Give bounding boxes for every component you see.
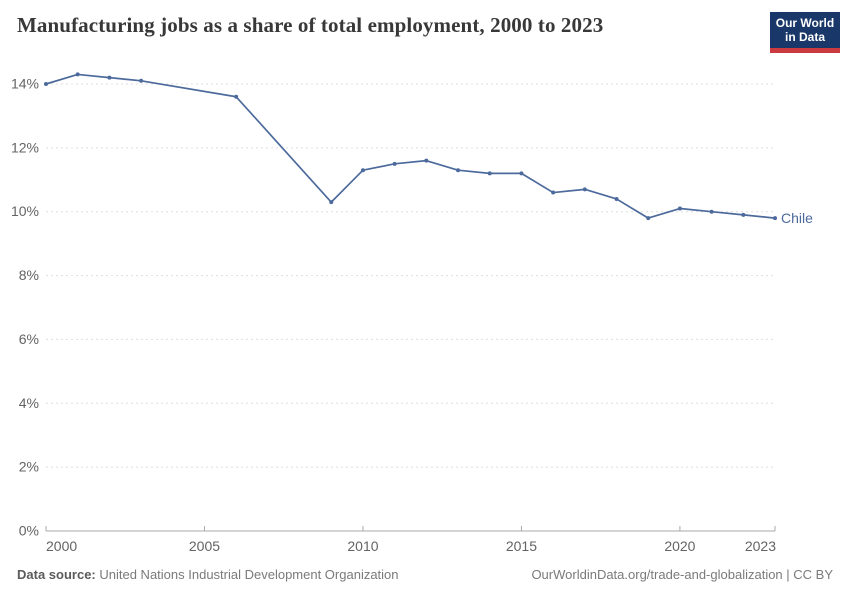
data-point-marker (519, 171, 524, 176)
data-point-marker (75, 72, 80, 77)
data-point-marker (614, 196, 619, 201)
data-point-marker (773, 216, 777, 221)
owid-url-license: OurWorldinData.org/trade-and-globalizati… (531, 567, 833, 582)
data-source-label: Data source: (17, 567, 96, 582)
x-tick-label: 2000 (46, 538, 77, 554)
data-point-marker (139, 78, 144, 83)
data-point-marker (487, 171, 492, 176)
y-tick-label: 0% (19, 523, 39, 539)
data-point-marker (424, 158, 429, 163)
data-point-marker (44, 82, 48, 86)
y-tick-label: 14% (11, 76, 39, 92)
y-tick-label: 2% (19, 459, 39, 475)
y-tick-label: 8% (19, 267, 39, 283)
data-source-note: Data source: United Nations Industrial D… (17, 567, 399, 582)
x-tick-label: 2023 (745, 538, 776, 554)
series-end-label: Chile (781, 210, 813, 226)
chart-footer: Data source: United Nations Industrial D… (17, 567, 833, 582)
data-point-marker (107, 75, 112, 80)
data-point-marker (646, 216, 651, 221)
y-tick-label: 12% (11, 139, 39, 155)
data-point-marker (551, 190, 556, 195)
x-tick-label: 2020 (664, 538, 695, 554)
data-point-marker (582, 187, 587, 192)
data-point-marker (360, 168, 365, 173)
x-tick-label: 2015 (506, 538, 537, 554)
data-point-marker (234, 94, 239, 99)
x-tick-label: 2005 (189, 538, 220, 554)
chart-title: Manufacturing jobs as a share of total e… (17, 13, 604, 37)
data-point-marker (329, 200, 334, 205)
data-source-value: United Nations Industrial Development Or… (95, 567, 399, 582)
data-line (45, 73, 776, 219)
owid-logo-accent-bar (770, 48, 840, 53)
data-point-marker (709, 209, 714, 214)
data-point-marker (741, 212, 746, 217)
data-point-marker (392, 161, 397, 166)
y-tick-label: 10% (11, 203, 39, 219)
owid-logo-line1: Our World (775, 15, 835, 30)
owid-logo-line2: in Data (784, 30, 825, 44)
data-point-marker (677, 206, 682, 211)
y-tick-label: 4% (19, 395, 39, 411)
y-tick-label: 6% (19, 331, 39, 347)
owid-logo-text: Our World in Data (770, 12, 840, 48)
owid-logo: Our World in Data (770, 12, 840, 53)
data-point-marker (456, 168, 461, 173)
x-tick-label: 2010 (347, 538, 378, 554)
